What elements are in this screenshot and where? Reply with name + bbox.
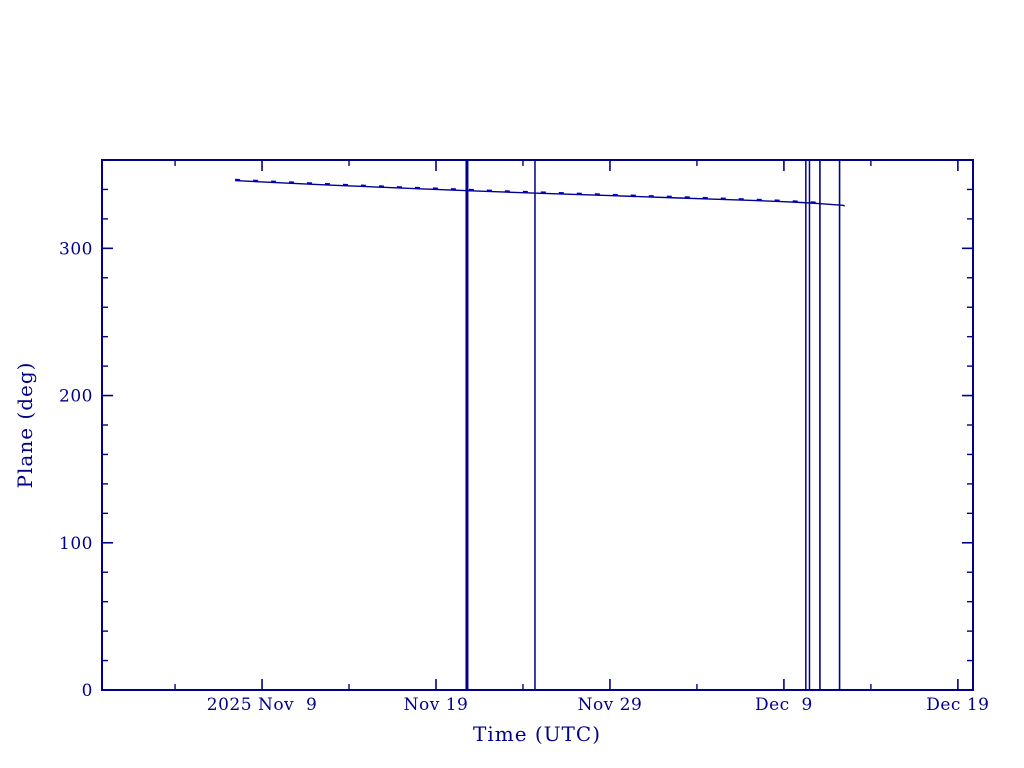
x-tick-label: Dec 9	[755, 695, 813, 715]
x-tick-label: Nov 19	[404, 695, 469, 715]
x-tick-label: Dec 19	[926, 695, 989, 715]
x-axis-title: Time (UTC)	[473, 722, 601, 746]
series-plane-angle-solid	[235, 179, 846, 207]
series-plane-angle-dashed	[235, 178, 825, 205]
y-tick-label: 100	[59, 534, 93, 554]
x-tick-label: Nov 29	[578, 695, 643, 715]
x-tick-label: 2025 Nov 9	[207, 695, 318, 715]
y-tick-label: 200	[59, 387, 93, 407]
y-tick-label: 0	[82, 681, 93, 701]
y-tick-label: 300	[59, 239, 93, 259]
chart-frame	[101, 159, 974, 691]
y-axis-title: Plane (deg)	[13, 361, 37, 489]
